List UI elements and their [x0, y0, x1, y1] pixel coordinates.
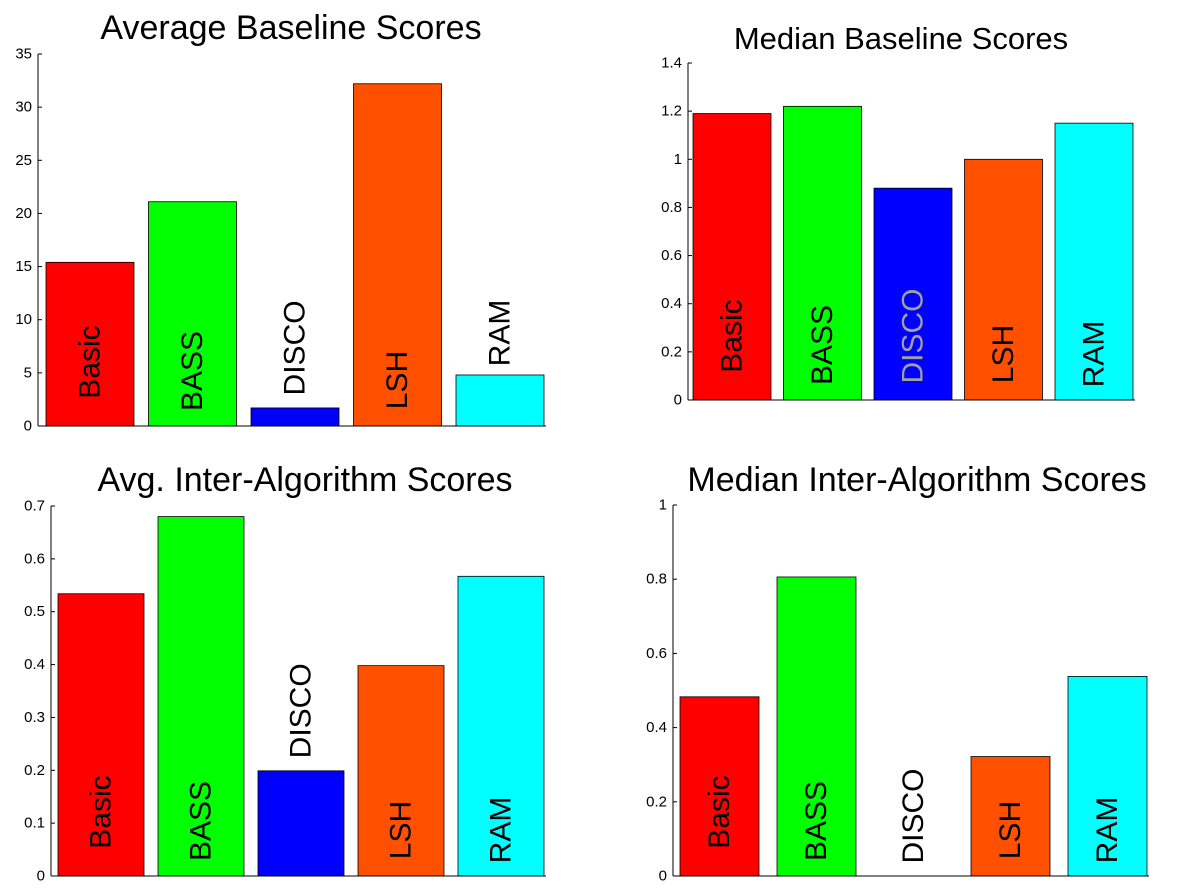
y-tick-label: 0.2: [24, 762, 45, 779]
y-tick-label: 15: [15, 258, 32, 275]
y-tick-label: 0.6: [646, 645, 667, 662]
bar-disco: [257, 770, 345, 877]
y-tick-label: 0.1: [24, 815, 45, 832]
bar-lsh: [357, 665, 445, 877]
bar-basic: [57, 593, 145, 877]
bar-label-lsh: LSH: [987, 325, 1020, 383]
bar-basic: [45, 261, 135, 427]
y-tick-label: 35: [15, 46, 32, 63]
bar-label-ram: RAM: [484, 300, 517, 367]
y-tick-label: 25: [15, 152, 32, 169]
chart-title: Average Baseline Scores: [100, 9, 481, 47]
bar-label-disco: DISCO: [897, 768, 930, 863]
chart-median-baseline-scores: Median Baseline Scores 0 0.2 0.4 0.6 0.8 1 1.2 1…: [661, 21, 1135, 409]
bar-label-bass: BASS: [185, 781, 218, 861]
y-tick-label: 1.2: [661, 103, 682, 120]
bar-label-bass: BASS: [176, 331, 209, 411]
bar-label-lsh: LSH: [385, 801, 418, 859]
y-tick-label: 0: [674, 392, 682, 409]
y-tick-label: 0.2: [646, 793, 667, 810]
y-tick-label: 0: [24, 418, 32, 435]
chart-average-baseline-scores: Average Baseline Scores 0 5 10 15 20 25 30 35 Bas…: [15, 9, 546, 435]
y-tick-label: 0: [659, 868, 667, 885]
bar-label-lsh: LSH: [381, 351, 414, 409]
y-tick-label: 0.4: [24, 656, 45, 673]
chart-title: Median Baseline Scores: [734, 21, 1068, 56]
chart-title: Avg. Inter-Algorithm Scores: [97, 461, 512, 499]
y-tick-label: 0.3: [24, 709, 45, 726]
bar-label-basic: Basic: [716, 299, 749, 372]
chart-median-inter-algorithm-scores: Median Inter-Algorithm Scores 0 0.2 0.4 0.6 0…: [646, 461, 1149, 885]
bar-ram: [455, 374, 545, 427]
bar-disco: [250, 407, 340, 427]
y-tick-label: 5: [24, 364, 32, 381]
y-tick-label: 1: [674, 151, 682, 168]
y-tick-label: 1: [659, 497, 667, 514]
y-tick-label: 0.4: [646, 719, 667, 736]
bar-label-ram: RAM: [485, 797, 518, 864]
bar-lsh: [964, 158, 1043, 401]
bar-ram: [1054, 122, 1134, 401]
bar-bass: [157, 516, 245, 877]
y-tick-label: 30: [15, 99, 32, 116]
bar-basic: [692, 113, 772, 401]
bar-bass: [783, 105, 862, 401]
bar-label-bass: BASS: [800, 781, 833, 861]
bar-label-disco: DISCO: [285, 663, 318, 758]
y-tick-label: 10: [15, 311, 32, 328]
bar-label-basic: Basic: [85, 775, 118, 848]
chart-avg-inter-algorithm-scores: Avg. Inter-Algorithm Scores 0 0.1 0.2 0.3 0.4…: [24, 461, 546, 885]
y-tick-label: 0.8: [646, 571, 667, 588]
y-tick-label: 0.5: [24, 603, 45, 620]
y-tick-label: 0: [37, 868, 45, 885]
y-tick-label: 1.4: [661, 55, 682, 72]
bar-label-basic: Basic: [703, 775, 736, 848]
bar-label-lsh: LSH: [994, 801, 1027, 859]
y-tick-label: 0.7: [24, 498, 45, 515]
bar-label-bass: BASS: [806, 305, 839, 385]
y-tick-label: 0.6: [24, 550, 45, 567]
bar-basic: [679, 696, 760, 877]
y-tick-label: 0.2: [661, 343, 682, 360]
bar-label-ram: RAM: [1078, 321, 1111, 388]
bar-ram: [457, 575, 545, 877]
bar-lsh: [970, 756, 1051, 877]
bar-label-disco: DISCO: [279, 300, 312, 395]
bar-ram: [1067, 676, 1148, 877]
y-tick-label: 20: [15, 205, 32, 222]
y-tick-label: 0.8: [661, 199, 682, 216]
bar-label-ram: RAM: [1091, 797, 1124, 864]
chart-title: Median Inter-Algorithm Scores: [687, 461, 1146, 499]
bar-bass: [776, 576, 857, 877]
y-tick-label: 0.4: [661, 295, 682, 312]
y-tick-label: 0.6: [661, 247, 682, 264]
bar-label-disco: DISCO: [897, 288, 930, 383]
bar-label-basic: Basic: [74, 325, 107, 398]
